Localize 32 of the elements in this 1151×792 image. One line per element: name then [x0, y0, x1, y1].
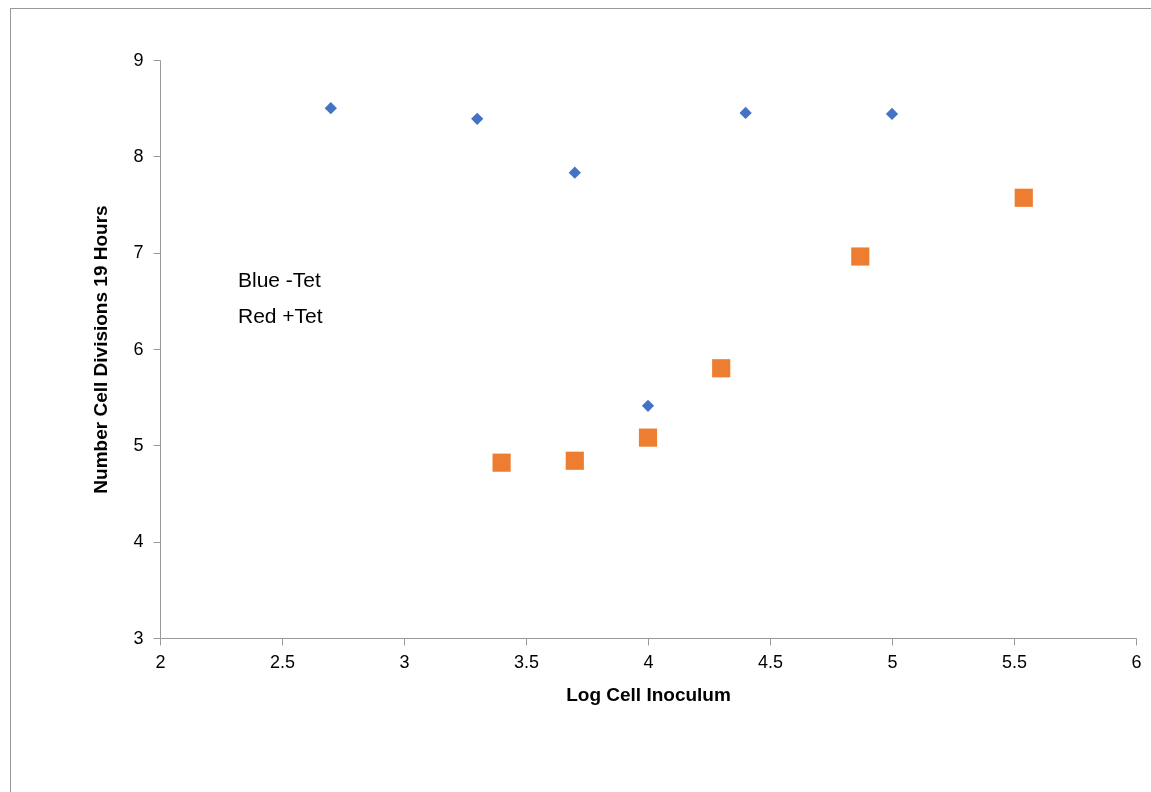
x-tick-label: 6 [1131, 651, 1142, 672]
point [851, 247, 870, 266]
y-axis-title: Number Cell Divisions 19 Hours [90, 205, 112, 494]
x-axis-title: Log Cell Inoculum [566, 683, 731, 705]
x-tick-label: 4.5 [757, 651, 784, 672]
x-tick-label: 2.5 [269, 651, 296, 672]
y-tick-label: 4 [133, 531, 144, 552]
point [712, 359, 731, 378]
y-tick-label: 9 [133, 49, 144, 70]
point [565, 451, 584, 470]
x-tick-label: 5 [887, 651, 898, 672]
x-tick-label: 4 [643, 651, 654, 672]
point [492, 453, 511, 472]
point [739, 106, 752, 120]
x-tick-label: 5.5 [1001, 651, 1028, 672]
point [638, 428, 658, 447]
annotation: Red +Tet [238, 304, 323, 327]
y-tick-label: 8 [133, 145, 144, 166]
y-tick-label: 6 [133, 338, 144, 359]
point [641, 399, 655, 412]
x-tick-label: 3.5 [513, 651, 540, 672]
point [1014, 188, 1033, 207]
y-tick-label: 3 [133, 627, 144, 648]
y-tick-label: 5 [133, 434, 144, 455]
x-tick-label: 2 [155, 651, 166, 672]
point [324, 102, 337, 115]
point [568, 166, 581, 179]
y-tick-label: 7 [133, 242, 144, 263]
point [885, 107, 899, 121]
x-tick-label: 3 [399, 651, 410, 672]
annotation: Blue -Tet [238, 268, 322, 291]
point [471, 112, 484, 125]
